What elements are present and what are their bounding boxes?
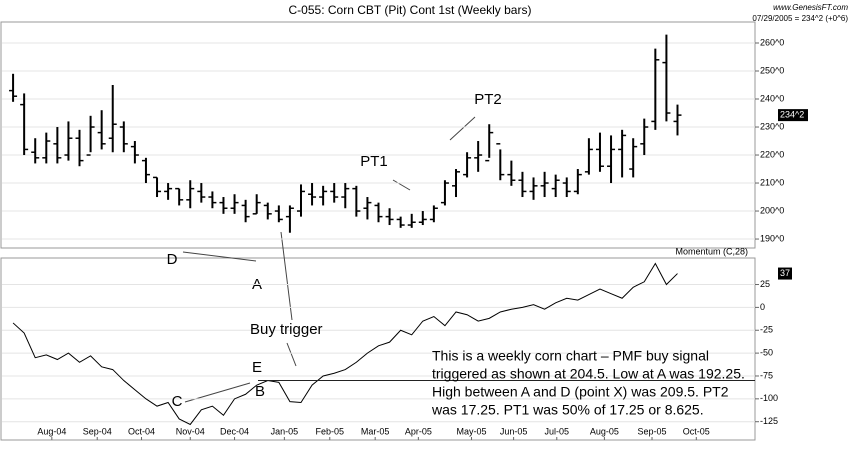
- y-tick-label: 190^0: [760, 233, 784, 243]
- x-tick-label: Dec-04: [220, 426, 249, 436]
- annotation: C: [172, 393, 183, 410]
- annotation: PT1: [360, 153, 388, 170]
- annotation: B: [255, 383, 265, 400]
- y-tick-label: 250^0: [760, 65, 784, 75]
- x-tick-label: Aug-04: [37, 426, 66, 436]
- site: www.GenesisFT.com: [773, 3, 848, 12]
- current-price-box: [778, 109, 808, 122]
- x-tick-label: Aug-05: [590, 426, 619, 436]
- x-tick-label: Jun-05: [500, 426, 528, 436]
- x-tick-label: Jan-05: [271, 426, 299, 436]
- annotation: D: [167, 251, 178, 268]
- annotation: E: [252, 359, 262, 376]
- y-tick-label: 220^0: [760, 149, 784, 159]
- note-line: triggered as shown at 204.5. Low at A wa…: [432, 366, 745, 382]
- price-frame: [0, 21, 756, 249]
- annotation: Buy trigger: [250, 321, 323, 338]
- momentum-line: [12, 262, 678, 426]
- quote: 07/29/2005 = 234^2 (+0^6): [752, 14, 848, 23]
- annotation-pointers: [182, 116, 476, 403]
- x-tick-label: Sep-04: [83, 426, 112, 436]
- x-tick-label: Mar-05: [361, 426, 390, 436]
- y-tick-label: -25: [760, 325, 773, 335]
- y-tick-label: -50: [760, 347, 773, 357]
- y-tick-label: -100: [760, 393, 778, 403]
- chart-title: C-055: Corn CBT (Pit) Cont 1st (Weekly b…: [289, 3, 532, 17]
- y-tick-label: 200^0: [760, 205, 784, 215]
- x-tick-label: Jul-05: [545, 426, 570, 436]
- x-tick-label: Feb-05: [316, 426, 345, 436]
- note-line: High between A and D (point X) was 209.5…: [432, 384, 729, 400]
- y-tick-label: 25: [760, 279, 770, 289]
- current-price-label: 234^2: [780, 109, 804, 119]
- momentum-frame: [0, 257, 756, 441]
- y-tick-label: 240^0: [760, 93, 784, 103]
- y-tick-label: 230^0: [760, 121, 784, 131]
- note-line: was 17.25. PT1 was 50% of 17.25 or 8.625…: [431, 402, 704, 418]
- y-tick-label: 210^0: [760, 177, 784, 187]
- x-tick-label: Apr-05: [405, 426, 432, 436]
- x-tick-label: Nov-04: [176, 426, 205, 436]
- panel-title: Momentum (C,28): [675, 246, 748, 256]
- y-tick-label: -75: [760, 370, 773, 380]
- x-tick-label: May-05: [457, 426, 487, 436]
- annotation: PT2: [474, 91, 502, 108]
- x-tick-label: Sep-05: [638, 426, 667, 436]
- x-tick-label: Oct-04: [128, 426, 155, 436]
- note-line: This is a weekly corn chart – PMF buy si…: [432, 348, 709, 364]
- x-tick-label: Oct-05: [683, 426, 710, 436]
- y-tick-label: -125: [760, 416, 778, 426]
- y-tick-label: 0: [760, 302, 765, 312]
- current-value-box: [778, 267, 792, 280]
- current-value-label: 37: [780, 268, 790, 278]
- y-tick-label: 260^0: [760, 37, 784, 47]
